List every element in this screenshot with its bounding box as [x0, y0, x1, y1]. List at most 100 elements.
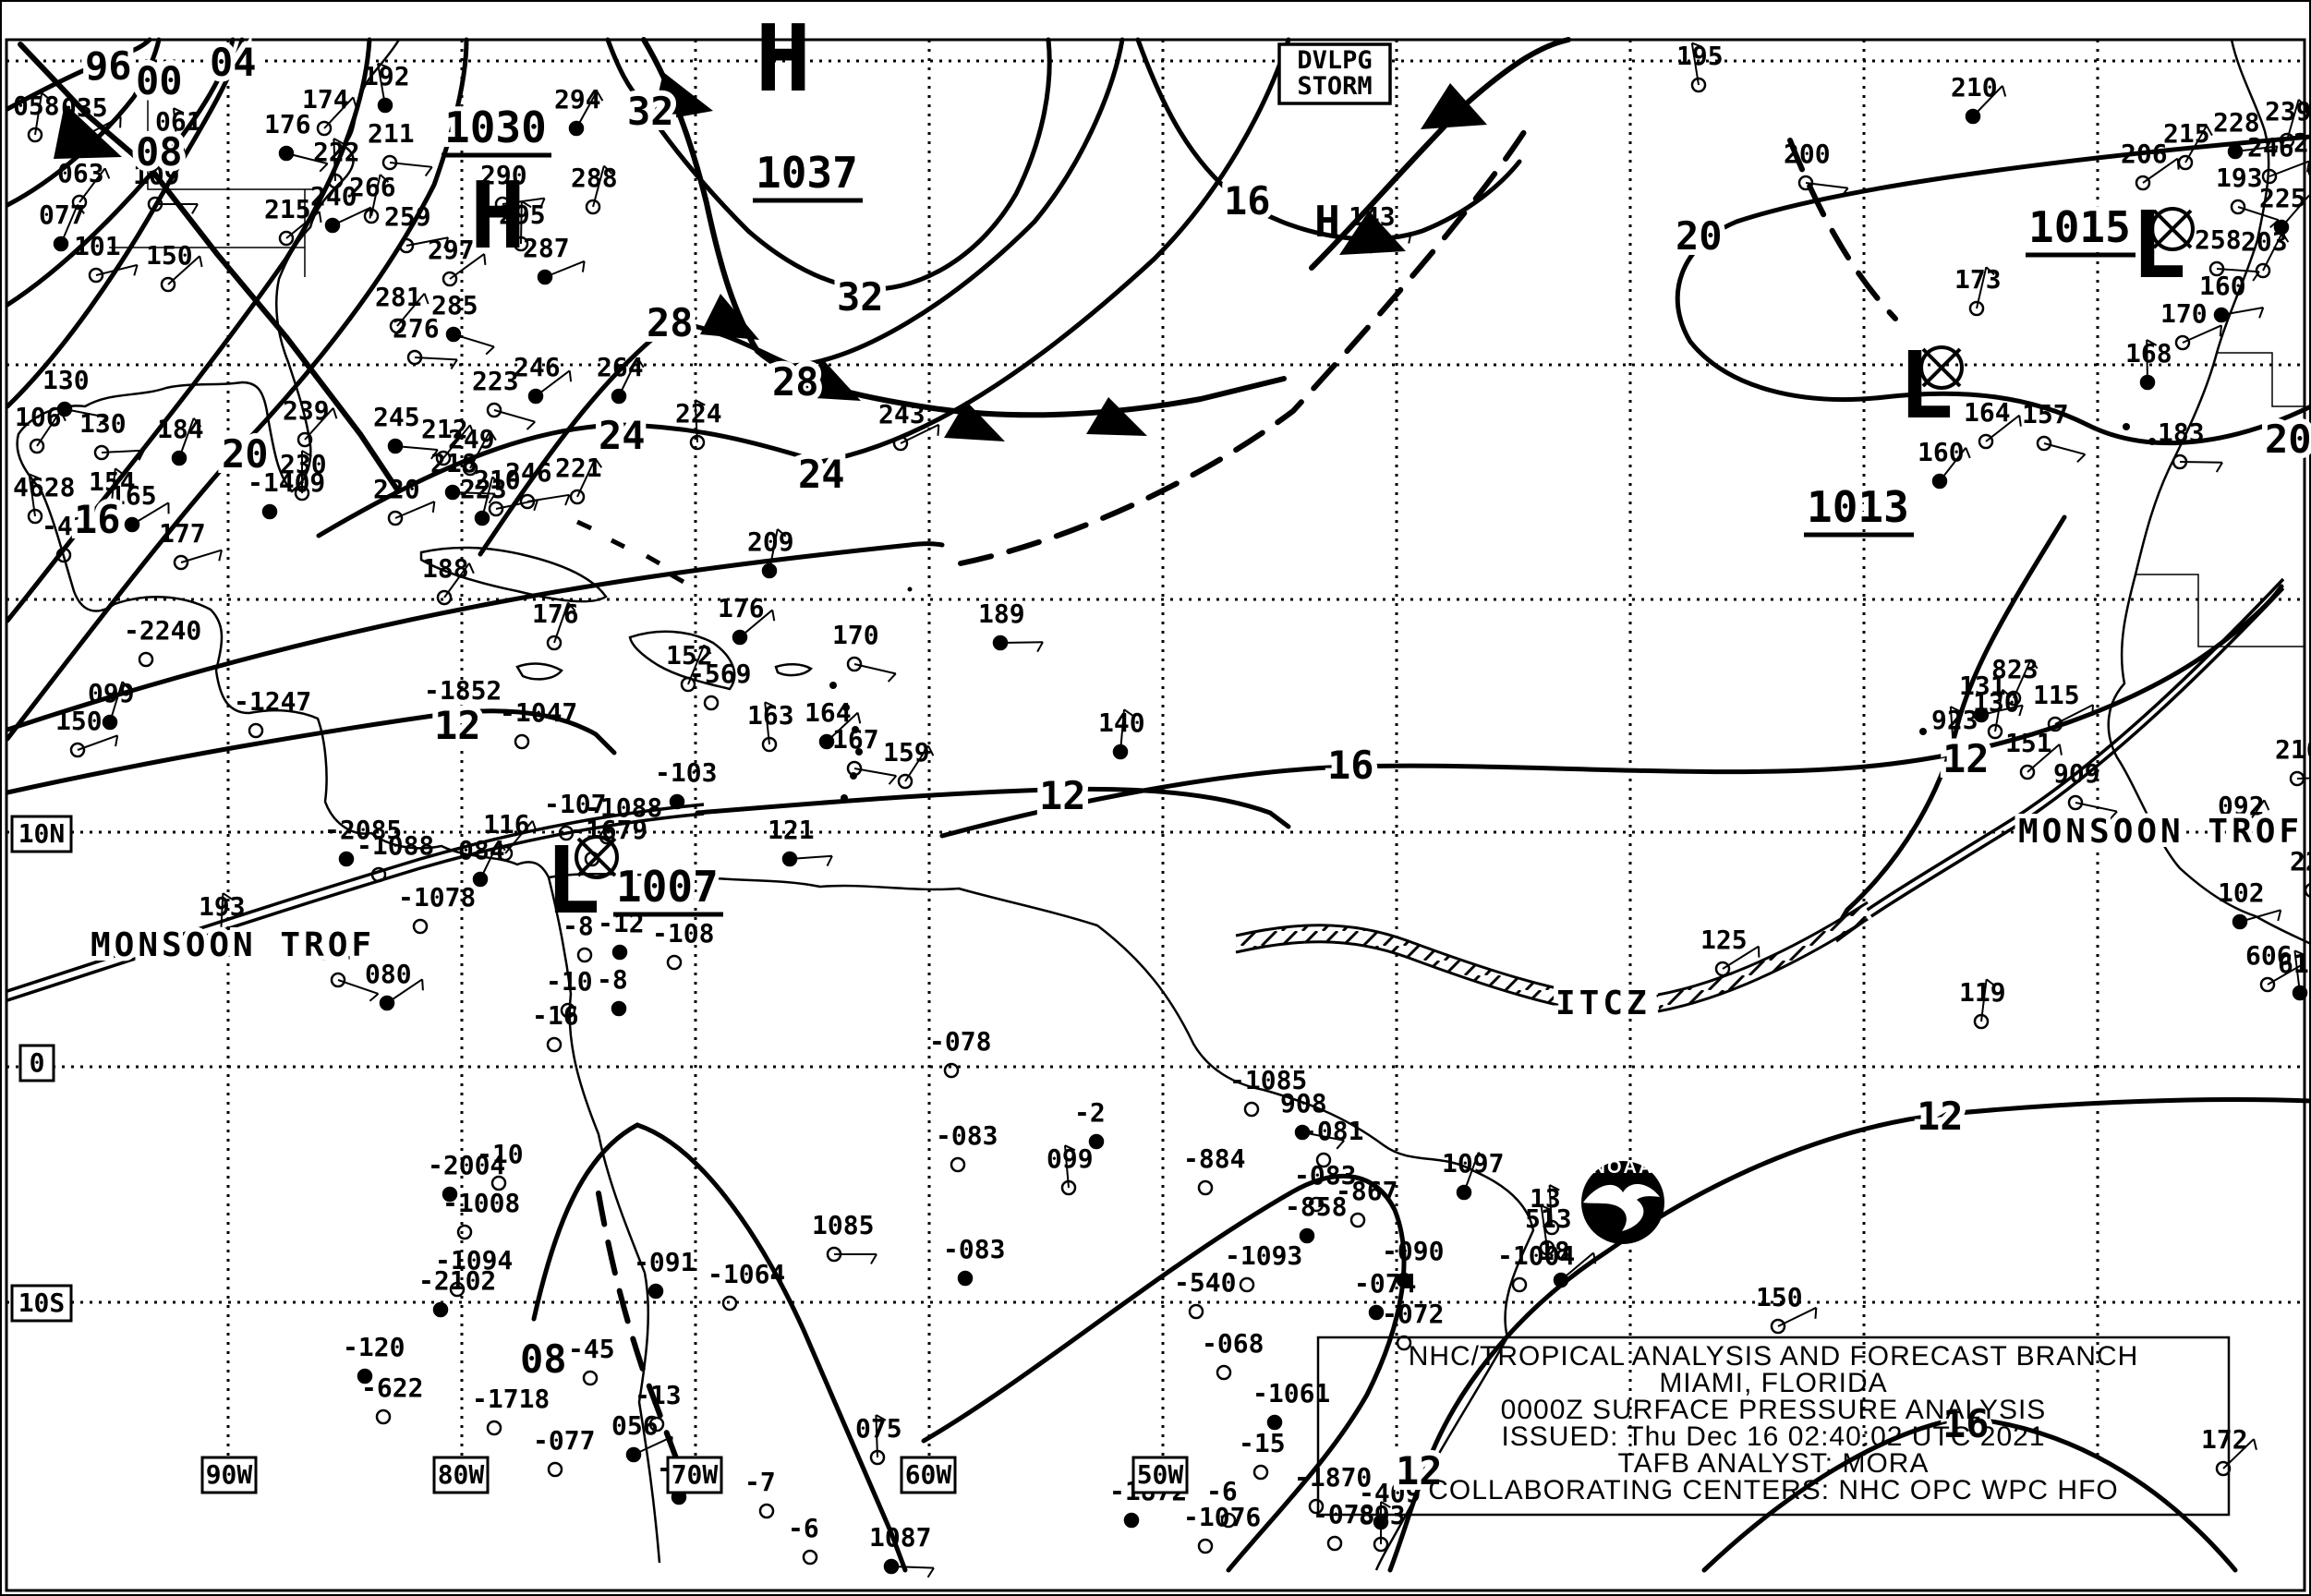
wind-barb — [2013, 659, 2032, 699]
station-plot: -083 — [943, 1234, 1005, 1287]
wind-barb-tick — [192, 417, 202, 428]
wind-barb-tick — [2219, 325, 2223, 337]
wind-barb-tick — [443, 236, 450, 248]
wind-barb-tick — [531, 820, 538, 832]
isobar — [316, 37, 1291, 538]
station-plot: -622 — [361, 1372, 423, 1425]
station-value: 143 — [1349, 201, 1396, 232]
station-plot: 168 — [2125, 338, 2172, 391]
info-box-line: TAFB ANALYST: MORA — [1618, 1448, 1930, 1479]
station-circle — [1396, 1272, 1412, 1288]
wind-barb — [167, 255, 200, 285]
station-circle — [1239, 1276, 1255, 1293]
station-value: 212 — [421, 414, 468, 444]
grid-label-box — [432, 1456, 490, 1494]
station-plot: 125 — [1700, 925, 1760, 977]
station-plot: 4628 — [13, 472, 75, 525]
station-circle — [892, 435, 909, 452]
station-plot: 264 — [597, 352, 645, 405]
station-value: 297 — [428, 235, 475, 265]
station-circle — [278, 230, 295, 247]
wind-barb-tick — [431, 501, 436, 514]
station-value: -1718 — [472, 1384, 550, 1414]
wind-barb-tick — [2058, 744, 2063, 756]
station-plot: 206 — [2121, 139, 2180, 191]
station-plot: -13 — [635, 1380, 682, 1433]
station-value: -6 — [788, 1513, 819, 1543]
station-value: -6 — [1206, 1476, 1238, 1506]
station-circle — [514, 733, 530, 750]
station-plot: 239 — [283, 395, 338, 448]
station-plot: 215 — [264, 194, 322, 247]
station-value: 176 — [532, 598, 579, 629]
station-value: -091 — [634, 1247, 696, 1277]
station-plot: 116 — [483, 809, 538, 862]
island-dot — [852, 726, 859, 733]
station-value: -867 — [1336, 1176, 1397, 1206]
wind-barb — [2269, 160, 2310, 177]
station-plot: 245 — [373, 402, 439, 460]
isobar — [5, 37, 162, 208]
station-circle — [611, 1000, 627, 1017]
station-circle — [721, 1295, 738, 1312]
station-plot: 102 — [2218, 877, 2282, 930]
station-plot: -1094 — [435, 1245, 513, 1298]
station-plot: -103 — [655, 757, 717, 810]
station-circle — [261, 503, 278, 520]
station-value: 099 — [88, 678, 135, 708]
center-pressure-value: 1037 — [756, 148, 858, 198]
wind-barb-tick — [469, 424, 476, 436]
wind-barb-tick — [103, 167, 111, 179]
station-plot: 164 — [805, 697, 862, 750]
station-value: 221 — [555, 453, 602, 483]
station-plot: 193 — [199, 891, 246, 944]
station-value: -409 — [1359, 1478, 1421, 1508]
station-plot: -1064 — [708, 1259, 785, 1312]
grid-label: 80W — [438, 1459, 485, 1490]
station-circle — [398, 237, 415, 254]
station-circle — [2255, 262, 2271, 279]
isobar — [1831, 514, 2067, 936]
station-value: 177 — [159, 518, 206, 549]
wind-barb-tick — [521, 200, 532, 209]
station-plot: 167 — [832, 724, 898, 785]
station-value: 210 — [1951, 72, 1998, 103]
station-value: 151 — [2005, 728, 2052, 758]
center-fix-x — [576, 837, 617, 877]
wind-barb — [1548, 1185, 1553, 1228]
island-dash — [575, 519, 593, 531]
station-circle — [29, 438, 45, 454]
isobar — [921, 1173, 1407, 1573]
wind-barb — [323, 96, 355, 129]
station-plot: 218 — [430, 448, 496, 504]
wind-barb — [618, 357, 639, 397]
coastline — [2107, 39, 2311, 946]
station-circle — [1299, 1227, 1315, 1244]
station-value: 101 — [74, 231, 121, 261]
wind-barb — [1976, 266, 1988, 309]
wind-barb-tick — [222, 892, 233, 901]
grid-label-box — [10, 815, 73, 853]
station-value: 258 — [2195, 224, 2242, 255]
station-value: -1247 — [234, 686, 311, 717]
wind-barb-tick — [133, 264, 139, 276]
isobar — [5, 708, 617, 795]
station-circle — [462, 460, 478, 477]
wind-barb — [502, 197, 545, 205]
station-value: 170 — [832, 620, 879, 650]
wind-barb-tick — [59, 410, 67, 422]
isobar — [1387, 1097, 2311, 1573]
wind-barb — [1370, 231, 1412, 247]
station-circle — [2005, 690, 2022, 707]
wind-barb — [34, 92, 43, 136]
station-value: 908 — [1280, 1088, 1327, 1118]
station-value: -072 — [1382, 1299, 1444, 1329]
station-circle — [1197, 1179, 1214, 1196]
itcz-edge — [1235, 940, 1571, 1010]
wind-barb-tick — [2253, 1438, 2257, 1450]
station-plot: -6 — [788, 1513, 819, 1566]
station-plot: 035 — [61, 92, 122, 145]
station-value: -10 — [546, 966, 593, 997]
